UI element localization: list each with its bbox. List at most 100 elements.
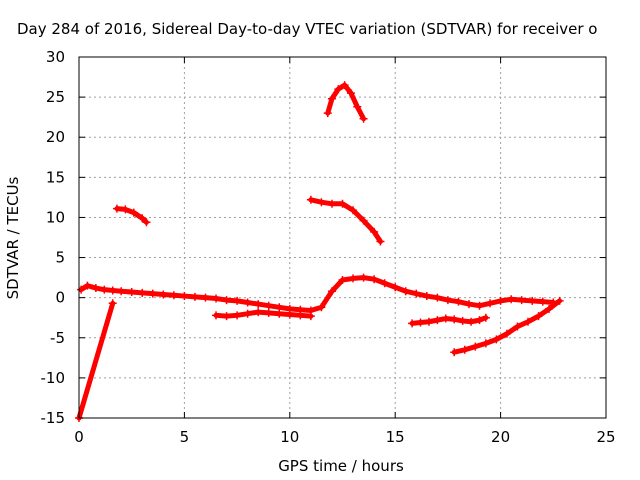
data-point [346, 89, 355, 98]
data-point [100, 285, 109, 294]
data-point [359, 273, 368, 282]
data-point [424, 317, 433, 326]
x-tick-label: 15 [386, 428, 405, 446]
data-point [412, 289, 421, 298]
data-point [306, 195, 315, 204]
data-point [127, 288, 136, 297]
data-point [391, 283, 400, 292]
data-point [142, 218, 151, 227]
data-point [481, 313, 490, 322]
data-point [108, 299, 117, 308]
y-tick-label: 30 [46, 48, 65, 66]
data-point [254, 300, 263, 309]
y-tick-label: -15 [41, 409, 66, 427]
data-point [513, 322, 522, 331]
data-point [507, 295, 516, 304]
data-point [524, 317, 533, 326]
data-point [370, 227, 379, 236]
grid [79, 57, 606, 418]
data-point [443, 296, 452, 305]
data-point [492, 335, 501, 344]
data-point [317, 303, 326, 312]
data-point [138, 214, 147, 223]
data-point [212, 311, 221, 320]
y-tick-label: -10 [41, 369, 66, 387]
data-points [75, 81, 564, 422]
series-outliers [75, 299, 117, 422]
data-point [416, 318, 425, 327]
data-point [275, 309, 284, 318]
data-point [408, 319, 417, 328]
data-point [422, 292, 431, 301]
y-tick-label: 25 [46, 88, 65, 106]
data-point [380, 279, 389, 288]
y-tick-label: -5 [50, 329, 65, 347]
series-early-segment [112, 204, 151, 227]
data-point [327, 287, 336, 296]
data-point [486, 299, 495, 308]
data-point [264, 301, 273, 310]
data-point [340, 81, 349, 90]
data-point [467, 317, 476, 326]
data-point [190, 292, 199, 301]
data-point [349, 206, 358, 215]
series-lower-branch-b [408, 313, 490, 328]
data-point [460, 345, 469, 354]
x-tick-label: 20 [491, 428, 510, 446]
y-tick-label: 5 [55, 249, 65, 267]
data-point [349, 274, 358, 283]
data-point [243, 309, 252, 318]
data-point [212, 294, 221, 303]
axis-ticks: 0 5 10 15 20 25 -15 -10 -5 0 5 10 15 20 25 30 [41, 48, 616, 446]
y-tick-label: 10 [46, 208, 65, 226]
data-point [471, 342, 480, 351]
data-point [233, 296, 242, 305]
x-tick-label: 0 [74, 428, 84, 446]
data-point [222, 296, 231, 305]
data-point [327, 94, 336, 103]
data-point [359, 114, 368, 123]
series-main-trace [77, 273, 558, 315]
data-point [233, 311, 242, 320]
data-point [475, 301, 484, 310]
data-point [458, 316, 467, 325]
series-band [451, 298, 563, 355]
data-point [359, 216, 368, 225]
data-point [91, 284, 100, 293]
series-band [213, 309, 314, 319]
data-point [538, 297, 547, 306]
data-point [108, 286, 117, 295]
x-axis-label: GPS time / hours [278, 457, 404, 475]
data-point [338, 199, 347, 208]
y-axis-label: SDTVAR / TECUs [4, 176, 22, 299]
series-band [325, 82, 367, 122]
data-point [528, 296, 537, 305]
plot-frame [78, 56, 607, 419]
data-point [117, 287, 126, 296]
data-point [159, 290, 168, 299]
x-tick-label: 5 [180, 428, 190, 446]
data-point [129, 208, 138, 217]
data-point [285, 310, 294, 319]
data-point [401, 287, 410, 296]
data-point [77, 285, 86, 294]
data-point [138, 288, 147, 297]
data-point [502, 329, 511, 338]
chart-title: Day 284 of 2016, Sidereal Day-to-day VTE… [17, 20, 597, 38]
data-point [180, 292, 189, 301]
data-point [475, 316, 484, 325]
series-mid-segment [306, 195, 385, 246]
x-tick-label: 10 [280, 428, 299, 446]
data-point [243, 298, 252, 307]
data-point [376, 237, 385, 246]
data-point [481, 339, 490, 348]
data-point [121, 205, 130, 214]
data-point [370, 275, 379, 284]
data-point [517, 296, 526, 305]
data-point [323, 109, 332, 118]
data-point [169, 291, 178, 300]
series-descending-arc [450, 296, 564, 357]
data-point [112, 204, 121, 213]
data-point [201, 293, 210, 302]
